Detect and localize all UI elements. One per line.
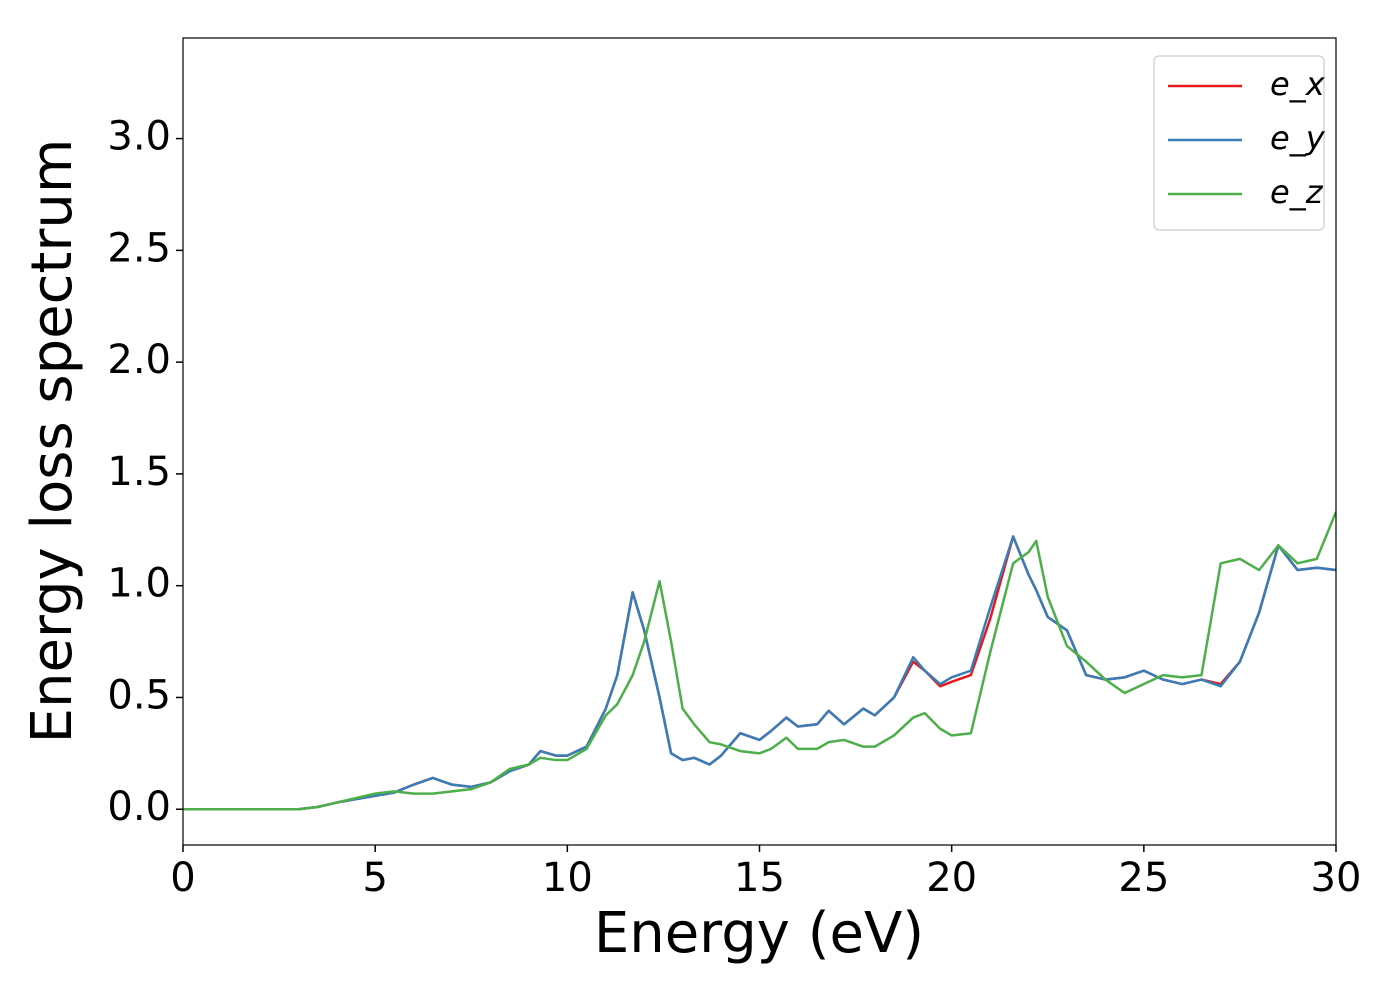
legend-box [1153, 55, 1325, 231]
x-tick-label: 25 [1118, 855, 1169, 901]
series-line [183, 511, 1336, 811]
y-tick-label: 2.5 [107, 225, 171, 271]
y-tick-label: 3.0 [107, 114, 171, 160]
legend-label: e_x [1270, 65, 1326, 103]
x-axis-label: Energy (eV) [594, 901, 924, 966]
y-tick-label: 2.0 [107, 337, 171, 383]
x-tick-label: 20 [926, 855, 977, 901]
y-tick-label: 0.5 [107, 672, 171, 718]
x-tick-label: 30 [1311, 855, 1362, 901]
x-tick-label: 15 [734, 855, 785, 901]
x-tick-label: 0 [170, 855, 195, 901]
y-tick-label: 1.0 [107, 561, 171, 607]
plot-frame [182, 37, 1337, 846]
legend-label: e_z [1270, 173, 1324, 211]
series-line [183, 535, 1336, 811]
x-tick-label: 5 [362, 855, 387, 901]
y-axis-label: Energy loss spectrum [20, 139, 85, 744]
x-tick-label: 10 [542, 855, 593, 901]
series-line [183, 535, 1336, 811]
y-tick-label: 1.5 [107, 449, 171, 495]
y-tick-label: 0.0 [107, 784, 171, 830]
legend-label: e_y [1270, 119, 1326, 157]
